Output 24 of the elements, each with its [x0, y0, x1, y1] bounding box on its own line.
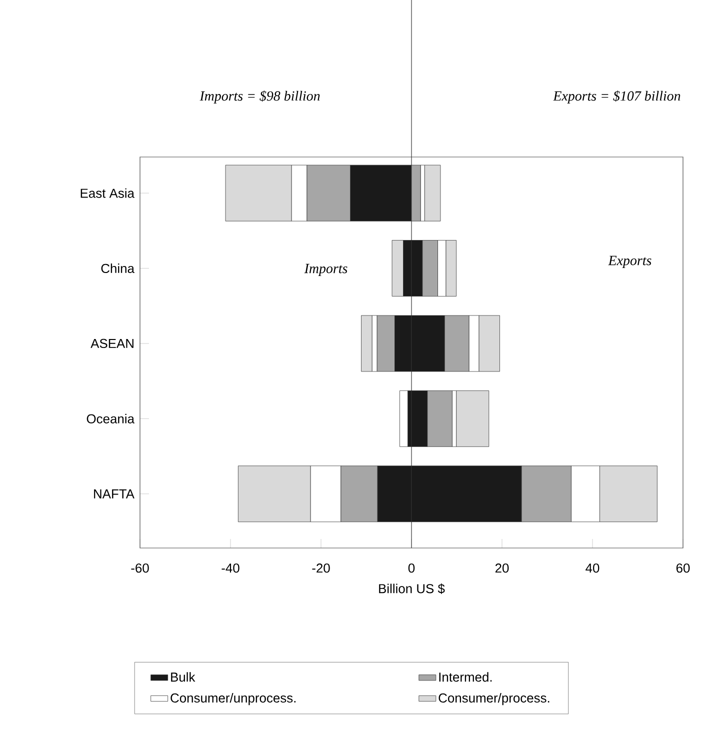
legend-label: Consumer/unprocess. [170, 693, 296, 706]
bar [400, 390, 408, 447]
x-tick-label: 40 [586, 564, 600, 573]
bar [456, 390, 490, 447]
x-tick-label: -20 [312, 564, 330, 573]
y-tick-label: Oceania [86, 414, 134, 424]
legend-label: Intermed. [439, 672, 492, 682]
y-tick-label: East Asia [80, 188, 134, 198]
text: Exports = $107 billion [553, 90, 680, 104]
x-tick-label: 60 [676, 564, 690, 573]
x-tick-label: 0 [408, 564, 415, 573]
y-tick-label: NAFTA [94, 489, 134, 498]
annotation: Imports [304, 264, 348, 276]
y-tick-label: ASEAN [90, 338, 134, 348]
x-axis-title: Billion US $ [379, 584, 445, 594]
legend-label: Bulk [171, 672, 196, 682]
bar [424, 164, 441, 222]
text: Imports = $98 billion [200, 90, 320, 104]
x-tick-label: -60 [131, 564, 149, 573]
annotation: Exports [608, 256, 652, 268]
x-tick-label: 20 [495, 564, 509, 573]
legend-label: Consumer/process. [438, 693, 550, 706]
y-tick-label: China [101, 264, 134, 274]
x-tick-label: -40 [222, 564, 240, 573]
